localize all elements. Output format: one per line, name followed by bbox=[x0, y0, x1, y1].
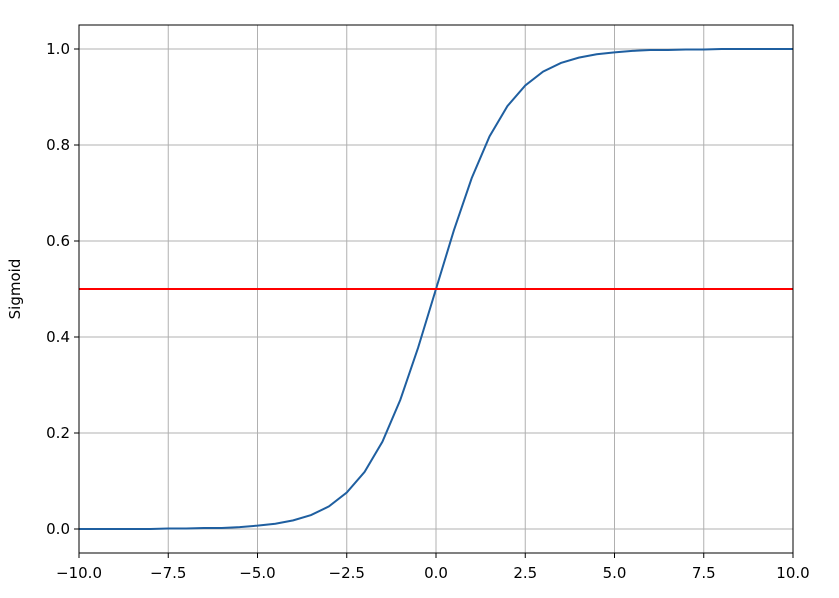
y-tick-label: 0.0 bbox=[46, 520, 70, 538]
y-tick-label: 0.2 bbox=[46, 424, 70, 442]
x-tick-label: 0.0 bbox=[424, 564, 448, 582]
y-tick-label: 0.6 bbox=[46, 232, 70, 250]
y-tick-label: 0.4 bbox=[46, 328, 70, 346]
x-tick-label: 10.0 bbox=[776, 564, 809, 582]
x-tick-label: −5.0 bbox=[239, 564, 275, 582]
x-tick-label: 2.5 bbox=[513, 564, 537, 582]
x-tick-label: 5.0 bbox=[603, 564, 627, 582]
x-tick-label: −2.5 bbox=[329, 564, 365, 582]
plot-frame bbox=[78, 24, 794, 554]
x-tick-label: 7.5 bbox=[692, 564, 716, 582]
x-tick-label: −10.0 bbox=[56, 564, 102, 582]
x-tick-label: −7.5 bbox=[150, 564, 186, 582]
y-axis-label: Sigmoid bbox=[6, 259, 24, 320]
y-tick-label: 1.0 bbox=[46, 40, 70, 58]
y-tick-label: 0.8 bbox=[46, 136, 70, 154]
